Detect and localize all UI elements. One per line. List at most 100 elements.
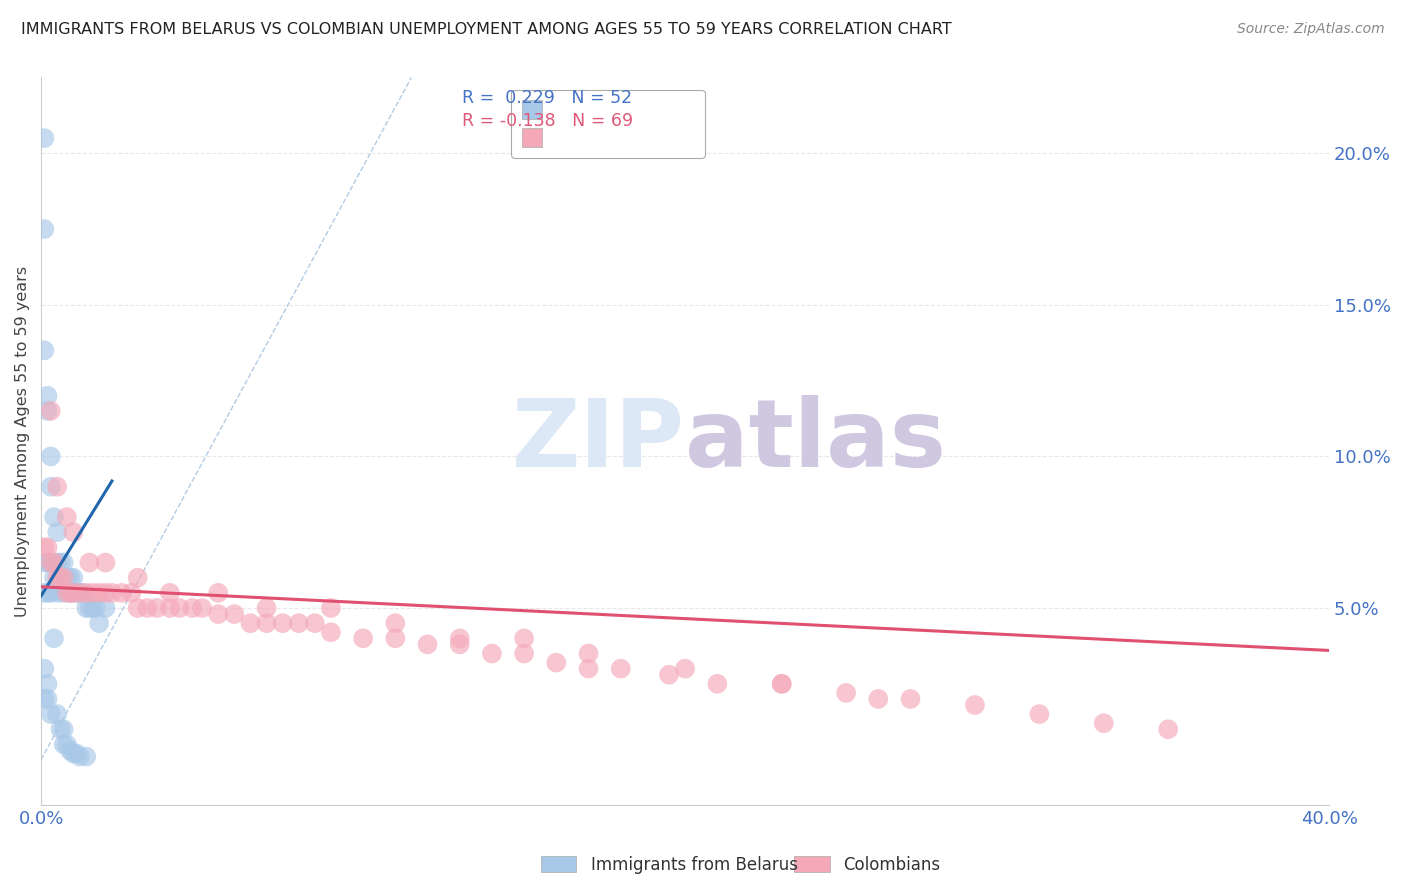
Point xyxy=(224,607,246,621)
Point xyxy=(37,692,59,706)
Point xyxy=(94,586,117,600)
Point xyxy=(101,586,124,600)
Point xyxy=(39,480,62,494)
Point xyxy=(868,692,890,706)
Point xyxy=(609,662,631,676)
Point xyxy=(673,662,696,676)
Point xyxy=(181,601,204,615)
Point xyxy=(39,586,62,600)
Point xyxy=(37,556,59,570)
Point xyxy=(52,738,75,752)
Point xyxy=(69,586,91,600)
Point xyxy=(82,601,104,615)
Point xyxy=(49,571,72,585)
Text: atlas: atlas xyxy=(685,395,946,487)
Point xyxy=(49,556,72,570)
Point xyxy=(87,586,110,600)
Text: R = -0.138   N = 69: R = -0.138 N = 69 xyxy=(463,112,634,130)
Point xyxy=(37,586,59,600)
Point xyxy=(900,692,922,706)
Point xyxy=(79,601,101,615)
Point xyxy=(191,601,214,615)
Point xyxy=(1092,716,1115,731)
Point xyxy=(39,556,62,570)
Point xyxy=(658,667,681,681)
Point xyxy=(34,343,56,358)
Point xyxy=(59,586,82,600)
Point xyxy=(39,556,62,570)
Point xyxy=(578,647,600,661)
Point xyxy=(52,586,75,600)
Point xyxy=(49,723,72,737)
Point xyxy=(304,616,326,631)
Point xyxy=(127,601,149,615)
Point xyxy=(449,632,471,646)
Point xyxy=(578,662,600,676)
Point xyxy=(56,510,79,524)
Point xyxy=(120,586,142,600)
Point xyxy=(169,601,191,615)
Point xyxy=(72,586,94,600)
Point xyxy=(384,632,406,646)
Point xyxy=(82,586,104,600)
Point xyxy=(56,738,79,752)
Point xyxy=(207,607,229,621)
Point xyxy=(65,747,87,761)
Point xyxy=(46,480,69,494)
Point xyxy=(352,632,374,646)
Point xyxy=(46,707,69,722)
Text: IMMIGRANTS FROM BELARUS VS COLOMBIAN UNEMPLOYMENT AMONG AGES 55 TO 59 YEARS CORR: IMMIGRANTS FROM BELARUS VS COLOMBIAN UNE… xyxy=(21,22,952,37)
Point xyxy=(207,586,229,600)
Point xyxy=(481,647,503,661)
Text: Colombians: Colombians xyxy=(844,856,941,874)
Point xyxy=(159,586,181,600)
Point xyxy=(84,601,107,615)
Point xyxy=(287,616,309,631)
Point xyxy=(34,541,56,555)
Point xyxy=(59,743,82,757)
Point xyxy=(136,601,159,615)
Point xyxy=(59,586,82,600)
Point xyxy=(69,749,91,764)
Point xyxy=(65,586,87,600)
Point xyxy=(239,616,262,631)
Point xyxy=(46,525,69,540)
Point xyxy=(37,404,59,418)
Point xyxy=(159,601,181,615)
Point xyxy=(94,601,117,615)
Point xyxy=(110,586,132,600)
Text: Source: ZipAtlas.com: Source: ZipAtlas.com xyxy=(1237,22,1385,37)
Point xyxy=(546,656,568,670)
FancyBboxPatch shape xyxy=(794,856,830,872)
Point xyxy=(69,586,91,600)
Point xyxy=(94,556,117,570)
Point xyxy=(34,662,56,676)
Point xyxy=(49,571,72,585)
Point xyxy=(62,586,84,600)
Point xyxy=(449,637,471,651)
Point xyxy=(52,556,75,570)
Point xyxy=(79,556,101,570)
Legend:                           ,                           : , xyxy=(512,90,704,158)
Point xyxy=(835,686,858,700)
Point xyxy=(75,601,97,615)
Point xyxy=(34,692,56,706)
Point xyxy=(34,586,56,600)
Point xyxy=(46,556,69,570)
Point xyxy=(75,586,97,600)
Point xyxy=(1157,723,1180,737)
Point xyxy=(34,131,56,145)
Point xyxy=(416,637,439,651)
Point xyxy=(42,510,65,524)
Point xyxy=(52,723,75,737)
Point xyxy=(146,601,169,615)
Point xyxy=(42,556,65,570)
Point xyxy=(256,616,278,631)
Point xyxy=(39,707,62,722)
Text: Immigrants from Belarus: Immigrants from Belarus xyxy=(591,856,797,874)
Point xyxy=(39,450,62,464)
Point xyxy=(42,632,65,646)
Point xyxy=(256,601,278,615)
Text: R =  0.229   N = 52: R = 0.229 N = 52 xyxy=(463,89,633,107)
Point xyxy=(34,556,56,570)
